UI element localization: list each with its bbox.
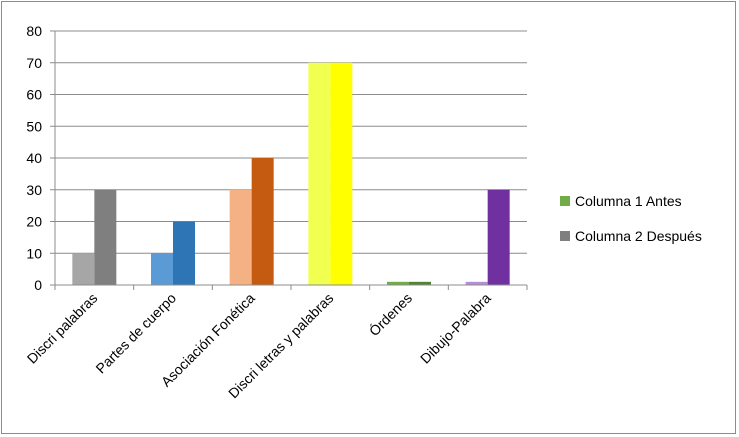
bar-antes — [387, 281, 409, 285]
bar-despues — [173, 221, 195, 285]
legend-label: Columna 1 Antes — [575, 193, 682, 209]
bars — [72, 62, 510, 285]
bar-despues — [330, 62, 353, 285]
y-tick-label: 10 — [26, 245, 42, 261]
bar-despues — [487, 189, 510, 285]
x-tick-label: Discri palabras — [24, 290, 101, 367]
bar-antes — [229, 189, 252, 285]
bar-despues — [409, 281, 431, 285]
y-tick-label: 70 — [26, 55, 42, 71]
legend-swatch — [560, 231, 570, 241]
bar-despues — [251, 158, 274, 285]
legend-swatch — [560, 196, 570, 206]
bar-antes — [308, 62, 331, 285]
gridlines — [55, 30, 527, 254]
x-tick-label: Partes de cuerpo — [92, 290, 179, 377]
bar-antes — [72, 253, 95, 285]
x-tick-label: Dibujo-Palabra — [417, 290, 494, 367]
bar-despues — [94, 189, 117, 285]
y-tick-label: 50 — [26, 118, 42, 134]
legend: Columna 1 Antes Columna 2 Después — [560, 193, 702, 244]
y-tick-label: 60 — [26, 87, 42, 103]
y-tick-label: 80 — [26, 23, 42, 39]
bar-antes — [151, 253, 173, 285]
y-axis-ticks: 0 10 20 30 40 50 60 70 80 — [26, 23, 55, 293]
y-tick-label: 40 — [26, 150, 42, 166]
bar-antes — [465, 281, 488, 285]
legend-label: Columna 2 Después — [575, 228, 702, 244]
y-tick-label: 30 — [26, 182, 42, 198]
y-tick-label: 20 — [26, 214, 42, 230]
y-tick-label: 0 — [34, 277, 42, 293]
x-tick-label: Órdenes — [366, 290, 415, 339]
